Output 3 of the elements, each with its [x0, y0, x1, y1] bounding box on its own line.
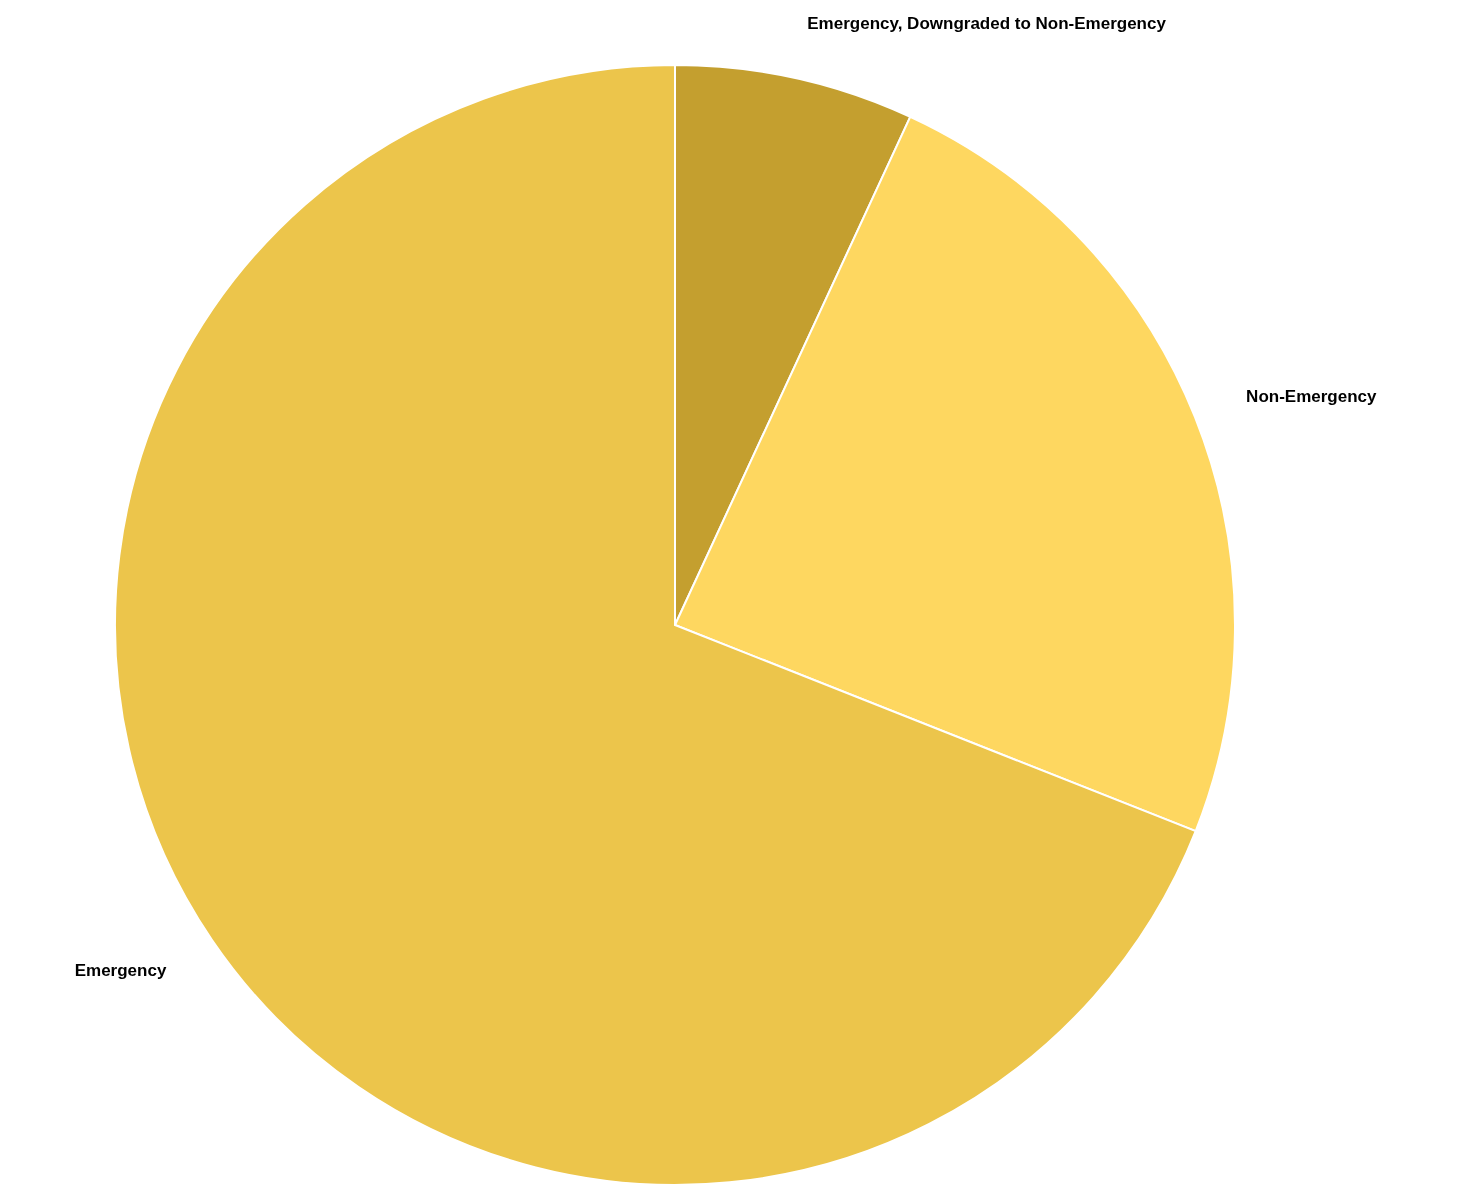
slice-label: Non-Emergency [1246, 386, 1378, 406]
slice-label: Emergency, Downgraded to Non-Emergency [807, 14, 1167, 34]
slice-label: Emergency [74, 960, 167, 980]
